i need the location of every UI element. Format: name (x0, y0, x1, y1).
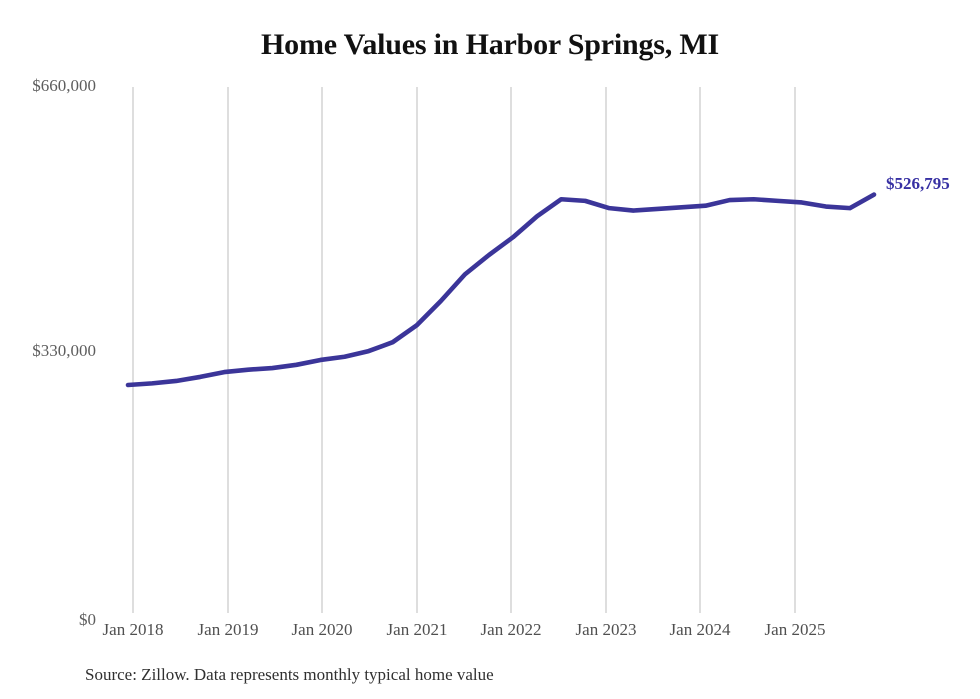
y-axis-tick-label-660000: $660,000 (32, 76, 96, 95)
chart-title: Home Values in Harbor Springs, MI (261, 28, 719, 61)
x-axis-tick-label-jan-2025: Jan 2025 (764, 620, 826, 639)
x-axis-tick-label-jan-2023: Jan 2023 (575, 620, 637, 639)
gridlines (132, 87, 796, 613)
data-series-line (125, 192, 877, 388)
y-axis-tick-label-330000: $330,000 (32, 341, 96, 360)
x-axis-tick-label-jan-2021: Jan 2021 (386, 620, 448, 639)
x-axis-tick-label-jan-2024: Jan 2024 (669, 620, 731, 639)
source-note: Source: Zillow. Data represents monthly … (85, 665, 494, 684)
y-axis-tick-label-0: $0 (79, 610, 96, 629)
x-axis-tick-label-jan-2018: Jan 2018 (102, 620, 164, 639)
x-axis-tick-label-jan-2019: Jan 2019 (197, 620, 259, 639)
x-axis-tick-label-jan-2020: Jan 2020 (291, 620, 353, 639)
x-axis-tick-label-jan-2022: Jan 2022 (480, 620, 542, 639)
end-value-label: $526,795 (886, 174, 950, 193)
